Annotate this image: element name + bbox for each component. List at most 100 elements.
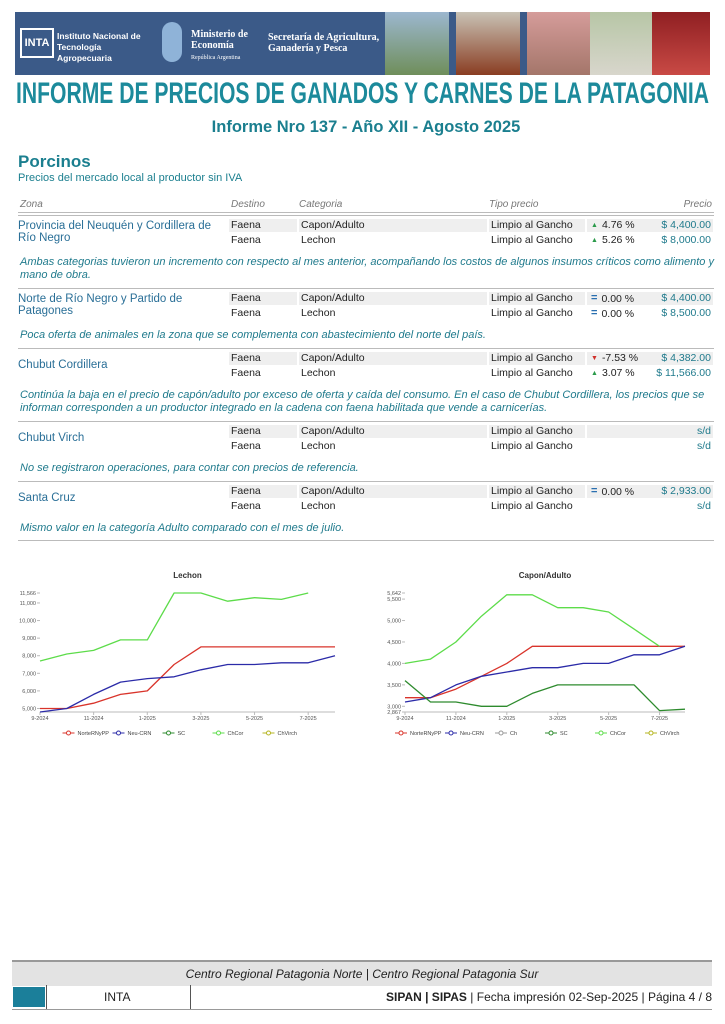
series-line [404,680,686,712]
price-table: Provincia del Neuquén y Cordillera de Rí… [18,215,714,541]
change: 5.26 % [601,233,635,246]
x-tick-label: 7-2025 [300,716,317,722]
photo-meat [652,12,710,75]
series-line [39,592,309,662]
price-row: Faena Capon/Adulto Limpio al Gancho = 0.00 %… [229,291,714,306]
categoria: Lechon [301,366,336,379]
series-line [404,594,660,665]
legend-marker [398,730,404,736]
zone-note: Continúa la baja en el precio de capón/a… [20,389,705,414]
price-row: Faena Capon/Adulto Limpio al Gancho ▼ -7.53 … [229,351,714,366]
price-row: Faena Capon/Adulto Limpio al Gancho = 0.00 %… [229,484,714,499]
column-header: Precio [683,199,712,210]
zone-name: Chubut Virch [18,432,85,444]
tipo-precio: Limpio al Gancho [489,219,585,232]
zone-note: Mismo valor en la categoría Adulto compa… [20,522,345,534]
title-banner: INFORME DE PRECIOS DE GANADOS Y CARNES D… [16,77,709,110]
price-row: Faena Capon/Adulto Limpio al Gancho s/d [229,424,714,439]
trend-icon: = [591,292,598,304]
destino: Faena [231,499,261,512]
zone-rows: Faena Capon/Adulto Limpio al Gancho ▼ -7.53 … [229,349,714,381]
x-tick-label: 3-2025 [192,716,209,722]
y-tick-label: 3,500 [387,683,401,689]
destino: Faena [229,219,297,232]
categoria: Capon/Adulto [299,219,487,232]
categoria: Lechon [301,233,336,246]
column-header: Zona [20,199,43,210]
tipo-precio: Limpio al Gancho [489,352,585,365]
legend-label: SC [560,731,568,737]
change-cell: ▼ -7.53 % [587,352,643,365]
zone-name: Provincia del Neuquén y Cordillera de Rí… [18,220,212,244]
price: $ 8,500.00 [661,306,711,319]
column-header: Destino [231,199,265,210]
price: $ 4,382.00 [643,352,713,365]
section-note: Precios del mercado local al productor s… [18,172,243,184]
trend-icon: = [591,306,598,319]
zone-name: Chubut Cordillera [18,359,108,371]
x-tick-label: 9-2024 [31,716,48,722]
photo-sheep [385,12,449,75]
x-tick-label: 5-2025 [246,716,263,722]
change: -7.53 % [601,352,639,364]
legend-marker [216,730,221,736]
legend-label: Neu-CRN [460,731,484,737]
price-row: Faena Lechon Limpio al Gancho s/d [229,499,714,514]
tipo-precio: Limpio al Gancho [491,366,573,379]
change-cell [587,500,643,513]
price: $ 2,933.00 [643,485,713,498]
photo-pig [527,12,591,75]
change: 0.00 % [601,486,635,498]
tipo-precio: Limpio al Gancho [489,292,585,305]
zone-group: Chubut Cordillera Faena Capon/Adulto Limpio… [18,348,714,381]
destino: Faena [229,425,297,438]
footer-org: INTA [104,990,131,1004]
footer-bar: INTA SIPAN | SIPAS | Fecha impresión 02-… [12,985,712,1010]
legend-label: NorteRNyPP [78,731,110,737]
zone-group: Chubut Virch Faena Capon/Adulto Limpio al G… [18,421,714,454]
price: $ 11,566.00 [656,366,711,379]
tipo-precio: Limpio al Gancho [491,499,573,512]
y-tick-label: 4,500 [387,640,401,646]
y-tick-label: 5,000 [387,619,401,625]
trend-icon: ▲ [591,236,598,244]
x-tick-label: 3-2025 [549,716,566,722]
report-subtitle: Informe Nro 137 - Año XII - Agosto 2025 [211,118,521,136]
column-header: Categoria [299,199,343,210]
tipo-precio: Limpio al Gancho [491,233,573,246]
change-cell: = 0.00 % [587,307,643,320]
tipo-precio: Limpio al Gancho [491,439,573,452]
legend-marker [66,730,71,736]
photo-goat [590,12,654,75]
separator [190,985,191,1009]
price: s/d [696,499,711,512]
series-line [405,645,685,699]
price: $ 4,400.00 [643,292,713,305]
legend-marker [116,730,121,736]
price-row: Faena Lechon Limpio al Gancho ▲ 3.07 % $ 11,5… [229,366,714,381]
y-tick-label: 4,000 [387,661,401,667]
y-tick-label: 5,500 [387,597,401,603]
inta-logo: INTA [20,28,54,58]
y-tick-label: 11,566 [20,591,36,597]
zone-rows: Faena Capon/Adulto Limpio al Gancho = 0.00 %… [229,482,714,514]
destino: Faena [229,292,297,305]
footer-centers: Centro Regional Patagonia Norte | Centro… [12,960,712,986]
price: s/d [643,425,713,438]
zone-note: No se registraron operaciones, para cont… [20,462,359,474]
legend-marker [548,730,554,736]
series-line [404,645,686,703]
change: 4.76 % [601,219,635,231]
footer-square [13,987,45,1007]
legend-marker [266,730,271,736]
destino: Faena [229,352,297,365]
inta-name: Instituto Nacional de Tecnología Agropec… [57,31,141,63]
x-tick-label: 9-2024 [396,716,413,722]
x-tick-label: 11-2024 [446,716,466,722]
legend-label: Ch [510,731,517,737]
separator [46,985,47,1009]
change-cell [587,440,643,453]
price-row: Faena Lechon Limpio al Gancho s/d [229,439,714,454]
y-tick-label: 2,867 [387,710,401,716]
